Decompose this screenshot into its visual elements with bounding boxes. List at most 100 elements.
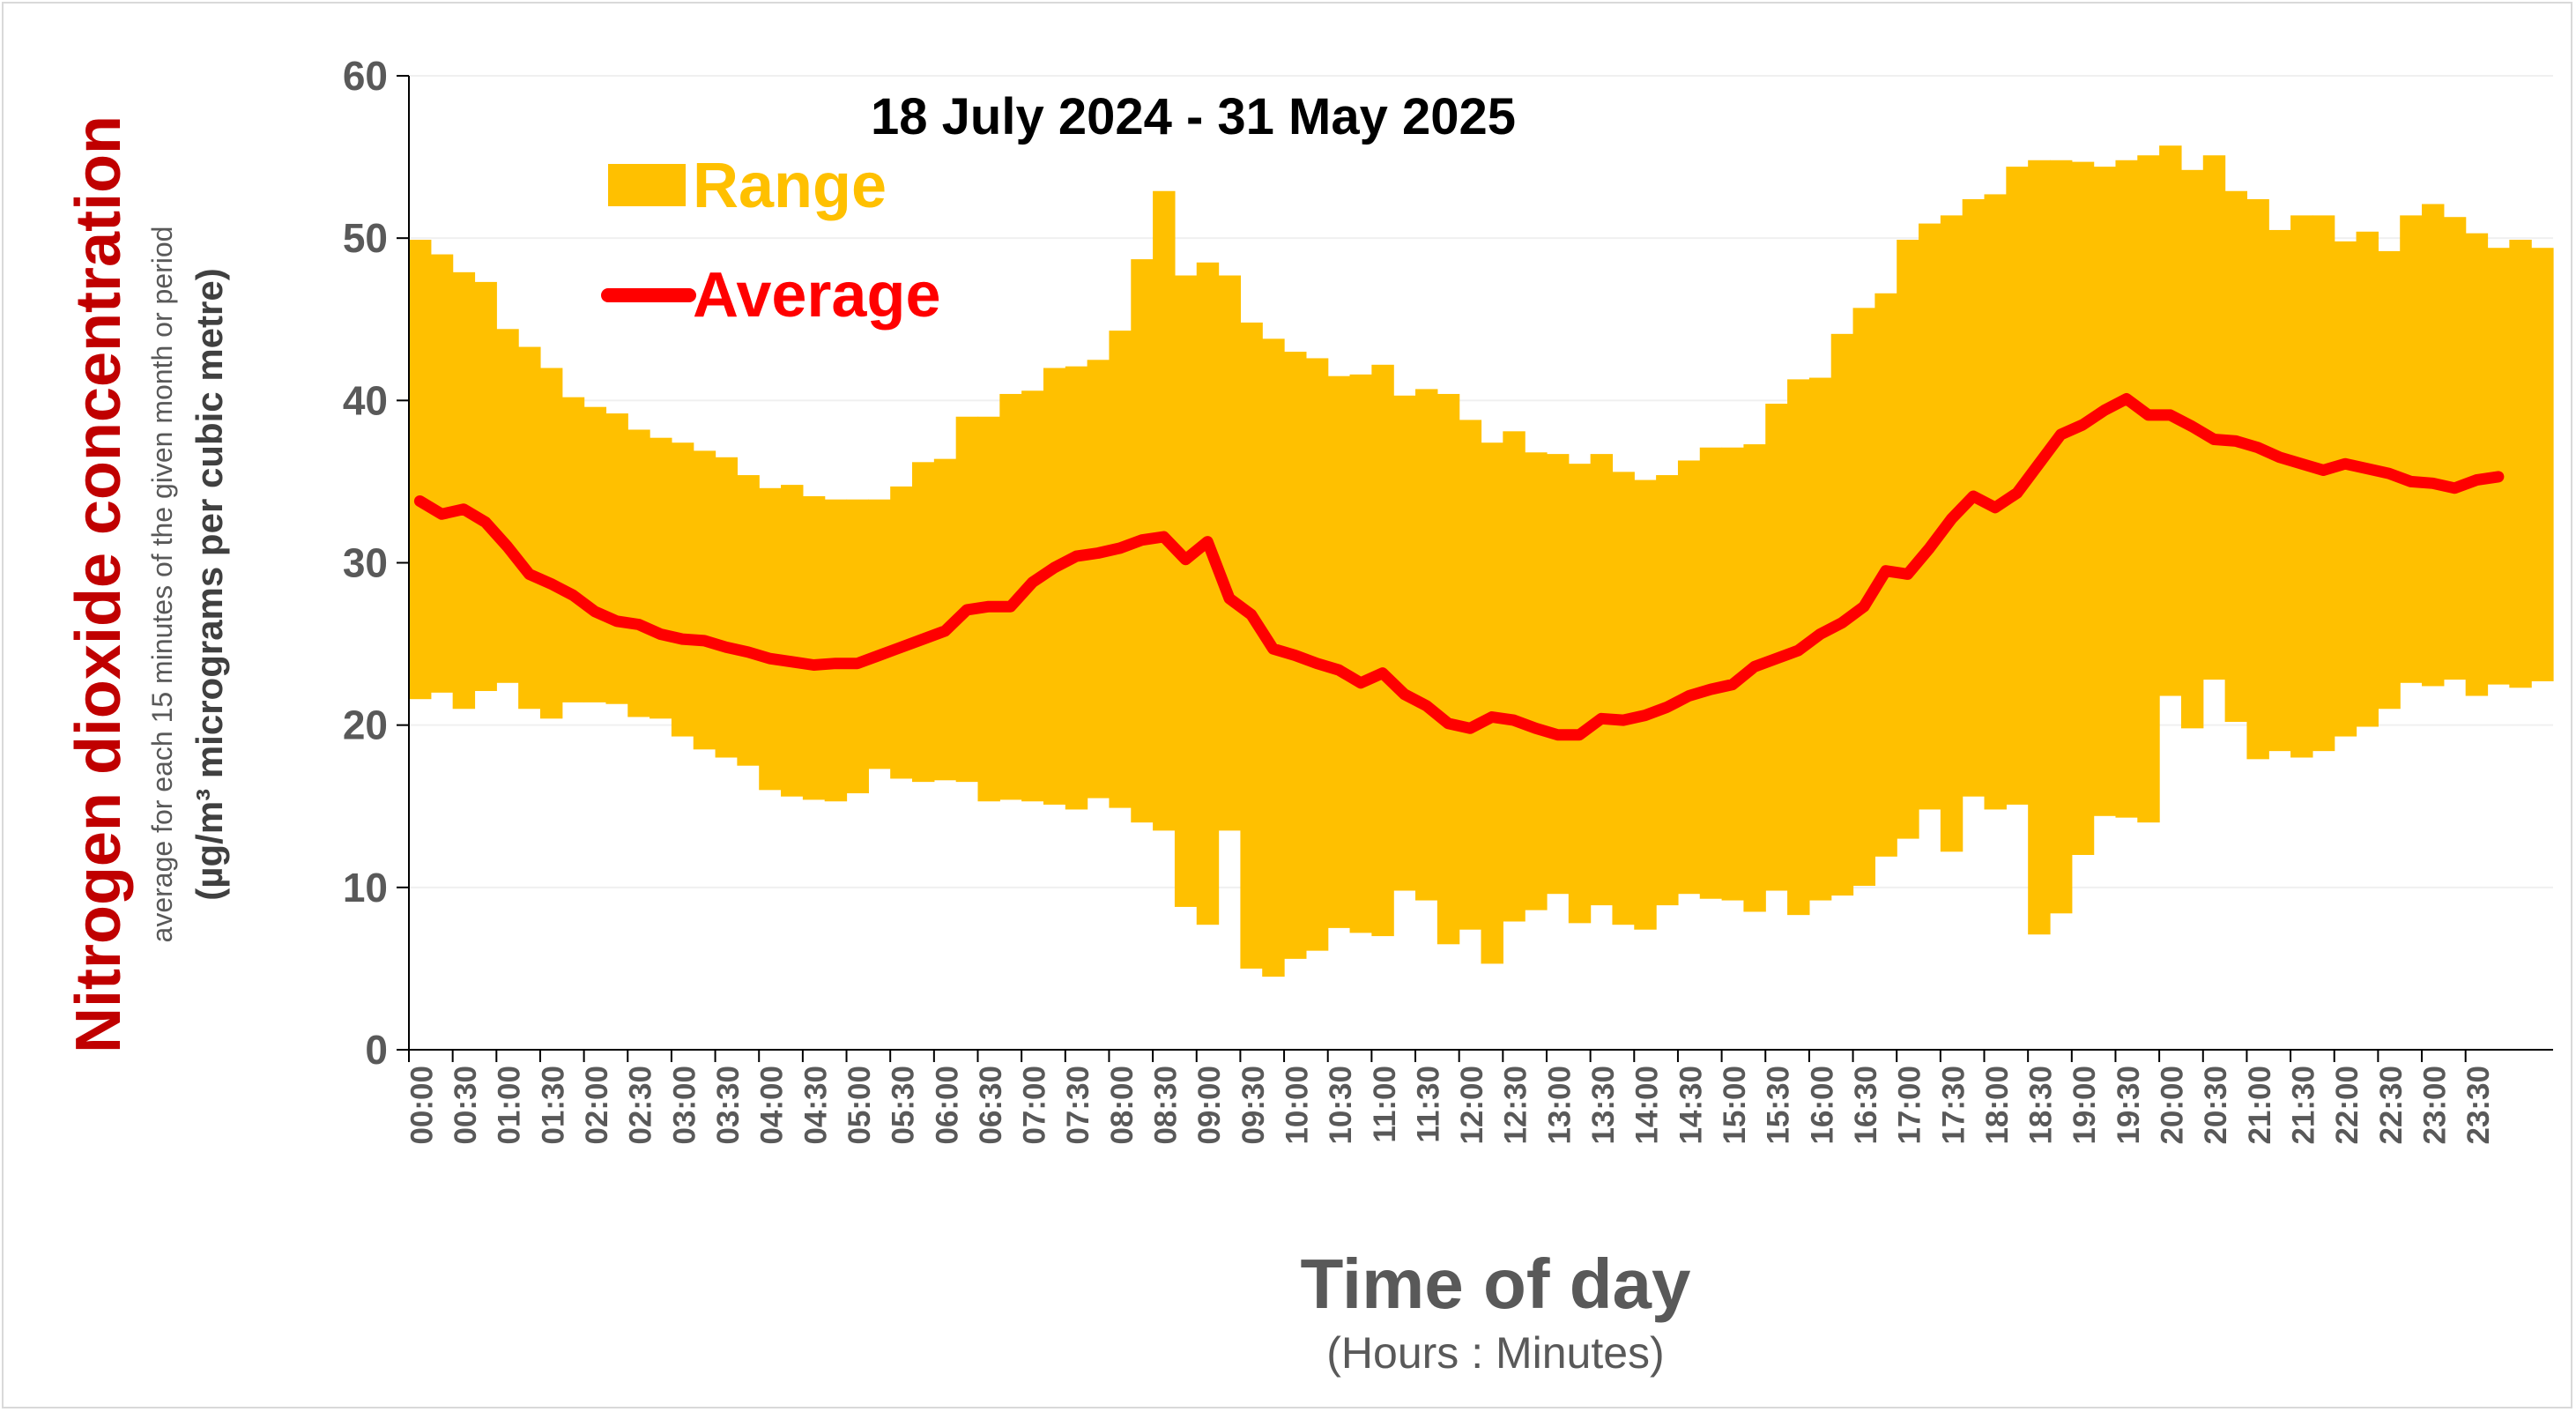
range-bar: [2115, 160, 2138, 818]
x-tick-label: 04:00: [755, 1066, 790, 1145]
range-bar: [1436, 393, 1460, 945]
range-bar: [2137, 155, 2160, 823]
range-bar: [759, 487, 782, 791]
range-bar: [802, 495, 826, 800]
range-bar: [583, 406, 607, 702]
y-tick-label: 50: [343, 215, 388, 261]
range-bar: [1174, 275, 1198, 907]
range-bar: [1481, 442, 1503, 964]
range-bar: [1349, 374, 1372, 933]
x-tick-label: 03:30: [711, 1066, 746, 1145]
x-tick-label: 18:30: [2024, 1066, 2059, 1145]
range-bar: [1305, 358, 1329, 951]
y-axis-title: Nitrogen dioxide concentration: [63, 115, 134, 1053]
x-tick-label: 19:30: [2112, 1066, 2146, 1145]
range-bar: [715, 457, 738, 758]
x-tick-label: 08:00: [1105, 1066, 1140, 1145]
range-bar: [781, 485, 804, 797]
range-bar: [846, 499, 869, 794]
range-bar: [1590, 454, 1614, 906]
x-tick-label: 19:00: [2067, 1066, 2102, 1145]
y-tick-label: 10: [343, 865, 388, 910]
range-bar: [2093, 167, 2117, 816]
range-bar: [2224, 190, 2248, 722]
range-bar: [912, 462, 935, 783]
x-tick-label: 23:30: [2461, 1066, 2496, 1145]
range-bar: [824, 499, 848, 802]
range-bar: [1327, 375, 1351, 928]
x-tick-label: 09:00: [1192, 1066, 1227, 1145]
x-tick-label: 05:30: [887, 1066, 921, 1145]
range-bar: [2509, 240, 2532, 688]
range-bar: [868, 499, 891, 769]
range-bar: [452, 271, 476, 710]
range-bar: [539, 368, 563, 719]
range-bar: [2071, 161, 2095, 855]
range-bar: [650, 437, 672, 719]
range-bar: [2180, 169, 2204, 729]
x-tick-label: 05:00: [843, 1066, 877, 1145]
legend: Range Average: [601, 151, 941, 331]
range-bar: [605, 413, 628, 704]
range-bar: [1371, 364, 1394, 937]
range-bar: [409, 240, 432, 700]
y-axis-subtitle: average for each 15 minutes of the given…: [146, 227, 178, 943]
range-bar: [518, 346, 541, 710]
x-tick-label: 07:00: [1018, 1066, 1052, 1145]
x-tick-label: 20:00: [2156, 1066, 2190, 1145]
range-bar: [1897, 240, 1919, 839]
x-tick-label: 08:30: [1149, 1066, 1184, 1145]
x-tick-label: 21:30: [2286, 1066, 2320, 1145]
range-bar: [1459, 420, 1482, 930]
y-tick-label: 40: [343, 377, 388, 423]
average-line: [413, 393, 2505, 741]
x-tick-label: 18:00: [1980, 1066, 2015, 1145]
range-bar: [1415, 389, 1438, 901]
x-tick-label: 16:00: [1805, 1066, 1839, 1145]
x-tick-label: 07:30: [1061, 1066, 1095, 1145]
legend-range-swatch: [608, 164, 686, 206]
range-bar: [561, 397, 585, 702]
range-bar: [1196, 262, 1220, 925]
range-bar: [1153, 190, 1176, 831]
range-bar: [1765, 404, 1788, 891]
range-bar: [2246, 198, 2269, 760]
x-tick-label: 00:30: [449, 1066, 483, 1145]
x-tick-label: 23:00: [2417, 1066, 2452, 1145]
range-bar: [1677, 460, 1701, 895]
range-bar: [2268, 229, 2291, 752]
x-tick-label: 15:30: [1762, 1066, 1796, 1145]
x-tick-label: 13:30: [1586, 1066, 1621, 1145]
axes: [397, 75, 2553, 1062]
x-tick-label: 17:00: [1893, 1066, 1927, 1145]
range-bar: [2290, 215, 2313, 758]
range-bar: [627, 429, 650, 717]
x-tick-label: 16:30: [1849, 1066, 1883, 1145]
x-tick-label: 04:30: [798, 1066, 833, 1145]
range-bar: [1087, 360, 1110, 799]
range-bar: [1919, 223, 1941, 810]
x-tick-label: 14:30: [1674, 1066, 1708, 1145]
x-tick-label: 10:00: [1280, 1066, 1314, 1145]
x-tick-label: 22:30: [2374, 1066, 2409, 1145]
x-tick-label: 01:30: [536, 1066, 570, 1145]
x-tick-label: 14:00: [1630, 1066, 1665, 1145]
x-tick-label: 10:30: [1324, 1066, 1358, 1145]
range-bar: [1699, 447, 1723, 899]
range-bar: [2334, 241, 2357, 737]
x-tick-label: 02:00: [580, 1066, 614, 1145]
range-bar: [955, 416, 979, 783]
x-tick-label: 06:00: [930, 1066, 964, 1145]
legend-range-label: Range: [693, 151, 887, 221]
x-axis-subtitle: (Hours : Minutes): [1326, 1328, 1664, 1378]
x-tick-label: 00:00: [405, 1066, 439, 1145]
y-tick-labels: 0 10 20 30 40 50 60: [343, 53, 388, 1073]
range-bar: [2202, 155, 2226, 680]
range-bar: [2312, 215, 2335, 752]
x-tick-label: 15:00: [1718, 1066, 1752, 1145]
x-tick-label: 17:30: [1936, 1066, 1971, 1145]
y-tick-label: 30: [343, 540, 388, 586]
range-bar: [1043, 368, 1066, 805]
range-bar: [1634, 479, 1657, 930]
